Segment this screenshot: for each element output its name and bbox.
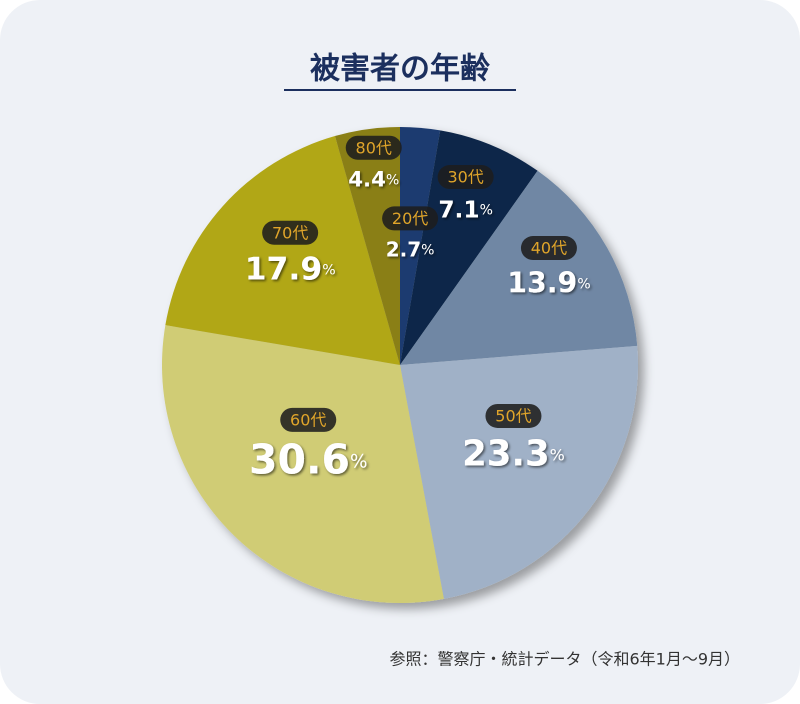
source-note: 参照：警察庁・統計データ（令和6年1月～9月） <box>389 650 740 669</box>
category-label: 60代 <box>290 410 326 429</box>
value-label: 2.7% <box>386 237 435 261</box>
category-label: 20代 <box>392 209 428 228</box>
category-pill <box>382 206 439 231</box>
pie-slice <box>400 127 441 365</box>
category-pill <box>262 220 319 245</box>
category-pill <box>485 403 542 428</box>
value-label: 4.4% <box>348 167 399 192</box>
category-label: 70代 <box>272 223 308 242</box>
value-label: 30.6% <box>249 435 368 483</box>
category-label: 50代 <box>495 406 531 425</box>
value-label: 7.1% <box>438 196 493 223</box>
pie <box>161 127 638 603</box>
pie-slice <box>165 136 400 365</box>
category-pill <box>437 165 494 190</box>
pie-slice <box>400 130 538 365</box>
category-label: 80代 <box>356 138 392 157</box>
category-label: 30代 <box>447 168 483 187</box>
pie-slice <box>334 127 400 365</box>
pie-slice <box>400 345 638 599</box>
category-pill <box>520 236 577 261</box>
labels: 20代 2.7% 30代 7.1% 40代 13.9% 50代 23.3% 60代 30.6% 70… <box>245 135 591 483</box>
chart-title: 被害者の年齢 <box>310 52 490 87</box>
value-label: 17.9% <box>245 251 336 287</box>
value-label: 23.3% <box>462 434 565 475</box>
pie-slice <box>400 170 638 365</box>
category-pill <box>280 407 337 432</box>
category-label: 40代 <box>531 239 567 258</box>
pie-slice <box>161 325 444 603</box>
value-label: 13.9% <box>507 266 590 299</box>
category-pill <box>345 135 402 160</box>
